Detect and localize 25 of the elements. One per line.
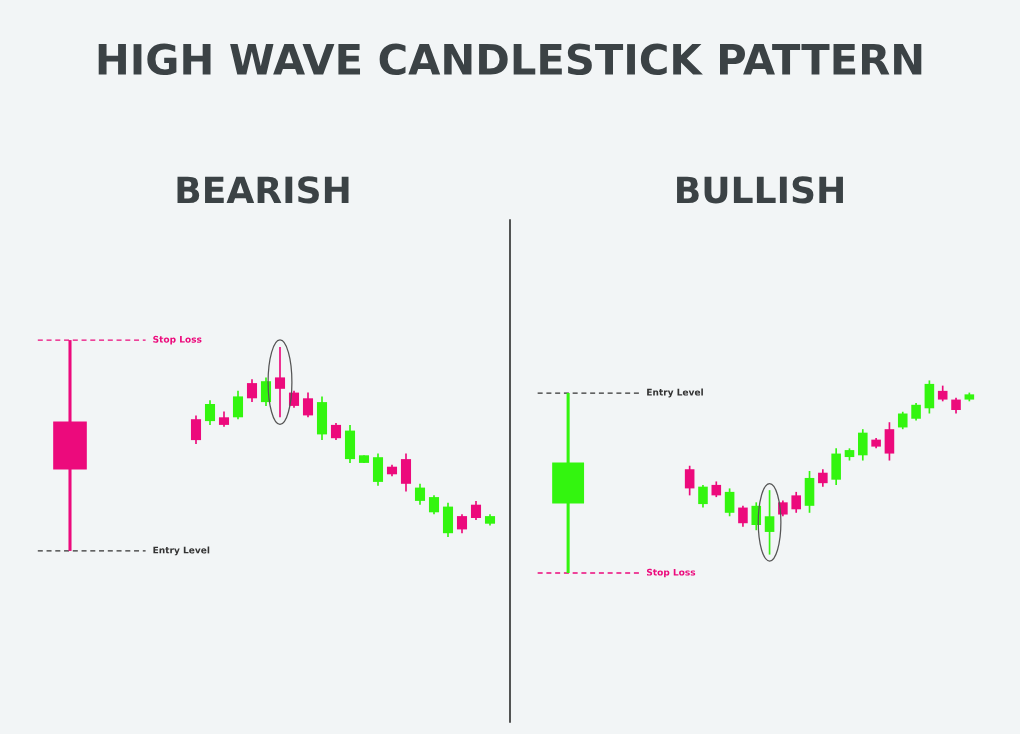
candlestick bbox=[764, 489, 775, 556]
text: Stop Loss bbox=[646, 568, 696, 578]
candlestick bbox=[428, 494, 440, 516]
candlestick bbox=[751, 501, 762, 532]
chart-title: BULLISH bbox=[677, 176, 843, 204]
candlestick bbox=[791, 491, 801, 514]
candlestick bbox=[232, 389, 244, 421]
candlestick bbox=[246, 378, 258, 403]
candlestick bbox=[274, 346, 286, 419]
candlestick bbox=[470, 500, 482, 521]
candlestick bbox=[738, 504, 748, 528]
candlestick bbox=[190, 414, 202, 445]
candlestick bbox=[684, 464, 695, 497]
candlestick bbox=[414, 482, 426, 506]
chart-title: BEARISH bbox=[177, 176, 349, 204]
text: HIGH WAVE CANDLESTICK PATTERN bbox=[98, 43, 922, 76]
annotation: Entry Level bbox=[647, 388, 703, 398]
candlestick bbox=[456, 513, 468, 535]
candlestick bbox=[302, 391, 314, 419]
candlestick bbox=[204, 399, 216, 426]
candlestick bbox=[724, 487, 735, 518]
text: Entry Level bbox=[153, 546, 210, 556]
candlestick bbox=[858, 428, 868, 462]
candlestick bbox=[698, 484, 708, 509]
text: Stop Loss bbox=[153, 335, 202, 345]
